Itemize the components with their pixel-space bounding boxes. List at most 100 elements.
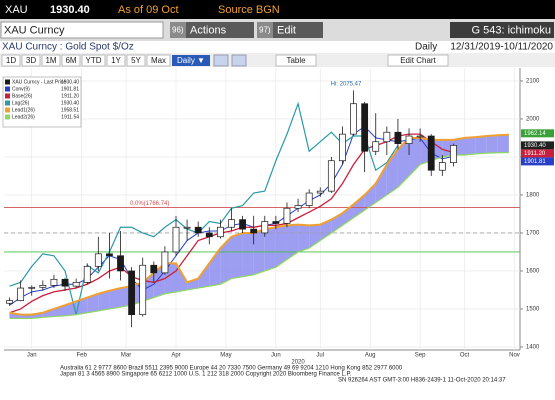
candle-body [427, 135, 435, 171]
cloud [87, 293, 99, 313]
candle-body [416, 135, 424, 138]
table-button[interactable] [275, 54, 317, 67]
range-label: YTD [86, 56, 102, 65]
candle-body [205, 232, 213, 238]
price-tag-label: 1962.14 [524, 131, 546, 137]
x-tick-label: Jan [27, 353, 37, 359]
candle-body [83, 266, 91, 283]
as-of: As of 09 Oct [118, 4, 179, 16]
candle-body [305, 192, 313, 206]
range-button[interactable] [81, 54, 106, 67]
edit-button[interactable] [257, 22, 323, 38]
price-tag [521, 149, 554, 158]
candle-body [61, 278, 69, 287]
toolbar-buttons: 1D 3D 1M 6M YTD 1Y 5Y Max Daily ▼ Table Edit Chart [1, 54, 449, 67]
candle-body [272, 221, 280, 224]
cloud [220, 236, 232, 285]
range-button[interactable] [21, 54, 41, 67]
legend-value: 1930.40 [61, 100, 79, 106]
candle-body [283, 207, 291, 224]
x-year-label: 2020 [291, 360, 305, 366]
cloud [264, 227, 276, 271]
cloud [375, 164, 387, 203]
candle-body [405, 135, 413, 144]
legend-name: Lag(26) [12, 100, 30, 106]
cloud [109, 288, 121, 309]
candle-body [6, 300, 13, 304]
range-label: 3D [26, 56, 36, 65]
x-tick-label: Nov [509, 353, 520, 359]
price-tag-label: 1911.20 [524, 151, 546, 157]
footer-line: SN 926264 AST GMT-3:00 H836-2439-1 11-Oc… [338, 378, 506, 384]
legend-value: 1911.54 [61, 114, 79, 120]
cloud [409, 137, 421, 176]
candle-body [172, 226, 180, 253]
source: Source BGN [218, 4, 280, 16]
ticker: XAU [5, 4, 28, 16]
range-label: 5Y [131, 56, 141, 65]
actions-num-box [170, 22, 186, 38]
cloud [242, 232, 254, 277]
candle-body [139, 264, 147, 316]
legend-swatch [5, 93, 10, 99]
y-tick-label: 2000 [526, 117, 540, 123]
plot: 14001500160017001800190020002100JanFebMa… [2, 68, 554, 366]
candle-body [28, 286, 36, 289]
cloud [198, 263, 210, 289]
last-price: 1930.40 [50, 4, 90, 16]
legend-swatch [5, 100, 10, 106]
range-button[interactable] [106, 54, 126, 67]
candle-body [228, 219, 235, 228]
price-tag [521, 129, 554, 138]
actions-button[interactable] [170, 22, 254, 38]
legend-name: Base(26) [12, 93, 33, 99]
security-input[interactable] [0, 21, 164, 39]
cloud [320, 219, 332, 241]
frequency-button[interactable] [172, 55, 210, 66]
y-tick-label: 1400 [526, 345, 540, 351]
function-box [450, 22, 554, 38]
range-label: Max [151, 56, 166, 65]
range-button[interactable] [146, 54, 171, 67]
legend-name: Lead1(26) [12, 107, 35, 113]
range-button[interactable] [1, 54, 21, 67]
price-tag [521, 141, 554, 150]
candle-body [117, 255, 124, 272]
candle-body [194, 226, 202, 234]
range-label: 1Y [111, 56, 121, 65]
y-tick-label: 1600 [526, 269, 540, 275]
cloud [298, 224, 310, 252]
range-label: 1D [6, 56, 16, 65]
edit-chart-button[interactable] [387, 54, 449, 67]
legend-value: 1930.40 [61, 79, 79, 85]
function-name: G 543: ichimoku [472, 24, 551, 36]
legend-swatch [5, 107, 10, 113]
annotation: Hi: 2075.47 [331, 82, 362, 88]
candle-body [150, 264, 158, 274]
x-tick-label: Oct [460, 353, 470, 359]
candle-body [350, 103, 357, 135]
tool-icon[interactable] [213, 54, 229, 67]
cloud [209, 248, 221, 287]
security: XAU Curncy [4, 24, 65, 36]
cloud [364, 183, 376, 211]
x-tick-label: Aug [365, 353, 376, 359]
legend-box [2, 76, 82, 128]
candle-body [361, 103, 369, 152]
x-tick-label: Jun [271, 353, 281, 359]
legend-swatch [5, 86, 10, 92]
cloud [475, 136, 487, 154]
candle-body [239, 219, 246, 230]
tool-icon[interactable] [231, 54, 247, 67]
cloud [53, 305, 66, 317]
cloud [342, 204, 354, 226]
x-tick-label: Jul [316, 353, 324, 359]
candle-body [316, 190, 324, 194]
y-tick-label: 2100 [526, 78, 540, 84]
range-button[interactable] [61, 54, 81, 67]
range-button[interactable] [126, 54, 146, 67]
range-button[interactable] [41, 54, 61, 67]
cloud [397, 137, 410, 188]
